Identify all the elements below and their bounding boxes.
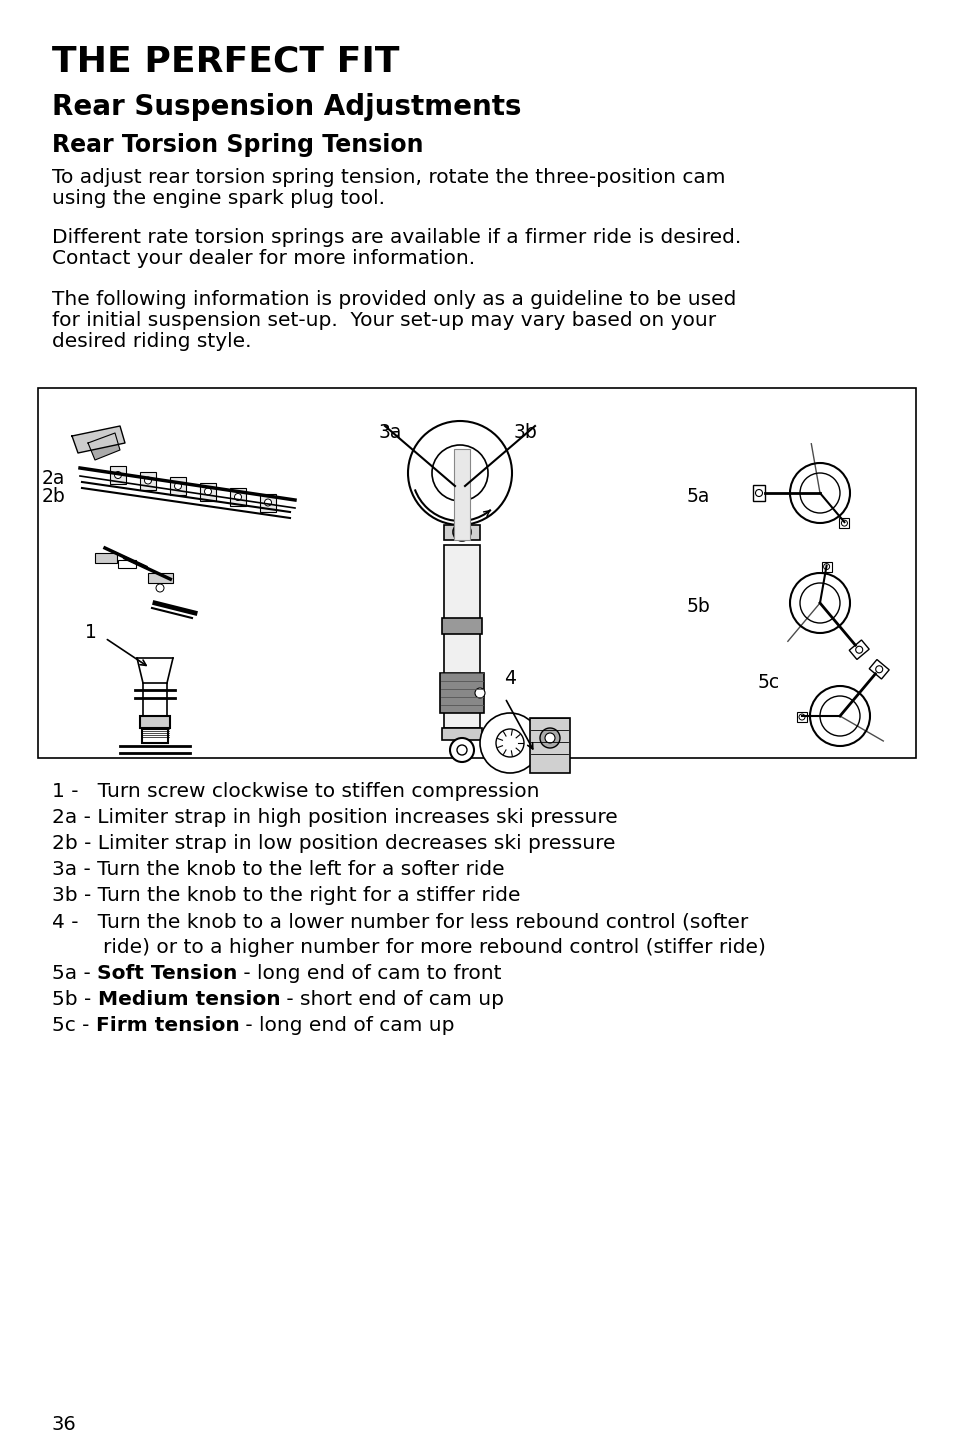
Circle shape (496, 728, 523, 758)
Circle shape (204, 489, 212, 494)
Text: Medium tension: Medium tension (97, 990, 280, 1009)
Text: Rear Suspension Adjustments: Rear Suspension Adjustments (52, 93, 521, 121)
Circle shape (475, 688, 484, 698)
Bar (530, 718, 569, 774)
Bar (796, 712, 806, 723)
Text: 1 -   Turn screw clockwise to stiffen compression: 1 - Turn screw clockwise to stiffen comp… (52, 782, 539, 801)
Circle shape (174, 483, 181, 490)
Circle shape (450, 739, 474, 762)
Text: 36: 36 (52, 1415, 76, 1434)
Circle shape (755, 490, 761, 496)
Text: using the engine spark plug tool.: using the engine spark plug tool. (52, 189, 385, 208)
Circle shape (789, 573, 849, 632)
Circle shape (789, 462, 849, 523)
Text: 5a: 5a (686, 487, 709, 506)
Bar (143, 683, 167, 718)
Bar (140, 715, 170, 728)
Text: Firm tension: Firm tension (95, 1016, 239, 1035)
Bar (260, 493, 275, 512)
Text: 4 -   Turn the knob to a lower number for less rebound control (softer: 4 - Turn the knob to a lower number for … (52, 912, 747, 931)
Bar (441, 618, 481, 634)
Text: To adjust rear torsion spring tension, rotate the three-position cam: To adjust rear torsion spring tension, r… (52, 169, 724, 188)
Bar (454, 449, 470, 539)
Text: 5c -: 5c - (52, 1016, 95, 1035)
Circle shape (800, 583, 840, 622)
Bar (38, 388, 915, 758)
Text: Soft Tension: Soft Tension (97, 964, 237, 983)
Circle shape (114, 471, 121, 478)
Text: 3a - Turn the knob to the left for a softer ride: 3a - Turn the knob to the left for a sof… (52, 859, 504, 880)
Circle shape (453, 523, 471, 541)
Polygon shape (71, 426, 125, 454)
Text: 2a: 2a (42, 468, 65, 487)
Circle shape (544, 733, 555, 743)
Bar (443, 545, 479, 728)
Text: 5c: 5c (757, 673, 780, 692)
Circle shape (841, 521, 846, 526)
Circle shape (820, 696, 859, 736)
Text: The following information is provided only as a guideline to be used: The following information is provided on… (52, 289, 736, 310)
Bar (230, 489, 246, 506)
Text: 3b - Turn the knob to the right for a stiffer ride: 3b - Turn the knob to the right for a st… (52, 885, 520, 904)
Bar (170, 477, 186, 494)
Text: Different rate torsion springs are available if a firmer ride is desired.: Different rate torsion springs are avail… (52, 228, 740, 247)
Circle shape (144, 477, 152, 484)
Circle shape (799, 714, 804, 720)
Bar (439, 673, 483, 712)
Bar (200, 483, 215, 500)
Circle shape (539, 728, 559, 747)
Text: 3b: 3b (513, 423, 537, 442)
Polygon shape (752, 486, 764, 502)
Bar (441, 728, 481, 740)
Text: Contact your dealer for more information.: Contact your dealer for more information… (52, 249, 475, 268)
Text: 1: 1 (85, 624, 97, 643)
Text: - short end of cam up: - short end of cam up (280, 990, 504, 1009)
Bar (443, 525, 479, 539)
Text: desired riding style.: desired riding style. (52, 332, 252, 350)
Circle shape (855, 646, 862, 653)
Text: 2a - Limiter strap in high position increases ski pressure: 2a - Limiter strap in high position incr… (52, 808, 618, 827)
Circle shape (457, 528, 465, 537)
Bar (839, 518, 848, 528)
Circle shape (456, 744, 467, 755)
Bar (821, 561, 831, 571)
Text: 5a -: 5a - (52, 964, 97, 983)
Circle shape (800, 473, 840, 513)
Bar (140, 471, 156, 490)
Text: 2b - Limiter strap in low position decreases ski pressure: 2b - Limiter strap in low position decre… (52, 835, 615, 853)
Bar (142, 728, 168, 743)
Text: ride) or to a higher number for more rebound control (stiffer ride): ride) or to a higher number for more reb… (52, 938, 765, 957)
Circle shape (822, 564, 829, 570)
Circle shape (432, 445, 488, 502)
Circle shape (156, 585, 164, 592)
Polygon shape (848, 640, 868, 660)
Text: 4: 4 (503, 669, 516, 688)
Bar (118, 560, 136, 569)
Circle shape (479, 712, 539, 774)
Text: THE PERFECT FIT: THE PERFECT FIT (52, 45, 399, 79)
Text: - long end of cam up: - long end of cam up (239, 1016, 455, 1035)
Circle shape (456, 470, 463, 477)
Text: Rear Torsion Spring Tension: Rear Torsion Spring Tension (52, 132, 423, 157)
Polygon shape (868, 660, 888, 679)
Circle shape (809, 686, 869, 746)
Circle shape (875, 666, 882, 673)
Text: - long end of cam to front: - long end of cam to front (237, 964, 501, 983)
Polygon shape (88, 433, 120, 459)
Circle shape (408, 422, 512, 525)
Bar (110, 465, 126, 484)
Text: 2b: 2b (41, 487, 65, 506)
Text: 5b: 5b (685, 596, 709, 615)
Text: 5b -: 5b - (52, 990, 97, 1009)
Text: 3a: 3a (378, 423, 401, 442)
Circle shape (264, 499, 272, 506)
Bar (148, 573, 172, 583)
Text: for initial suspension set-up.  Your set-up may vary based on your: for initial suspension set-up. Your set-… (52, 311, 716, 330)
Circle shape (234, 493, 241, 500)
Bar (95, 553, 117, 563)
